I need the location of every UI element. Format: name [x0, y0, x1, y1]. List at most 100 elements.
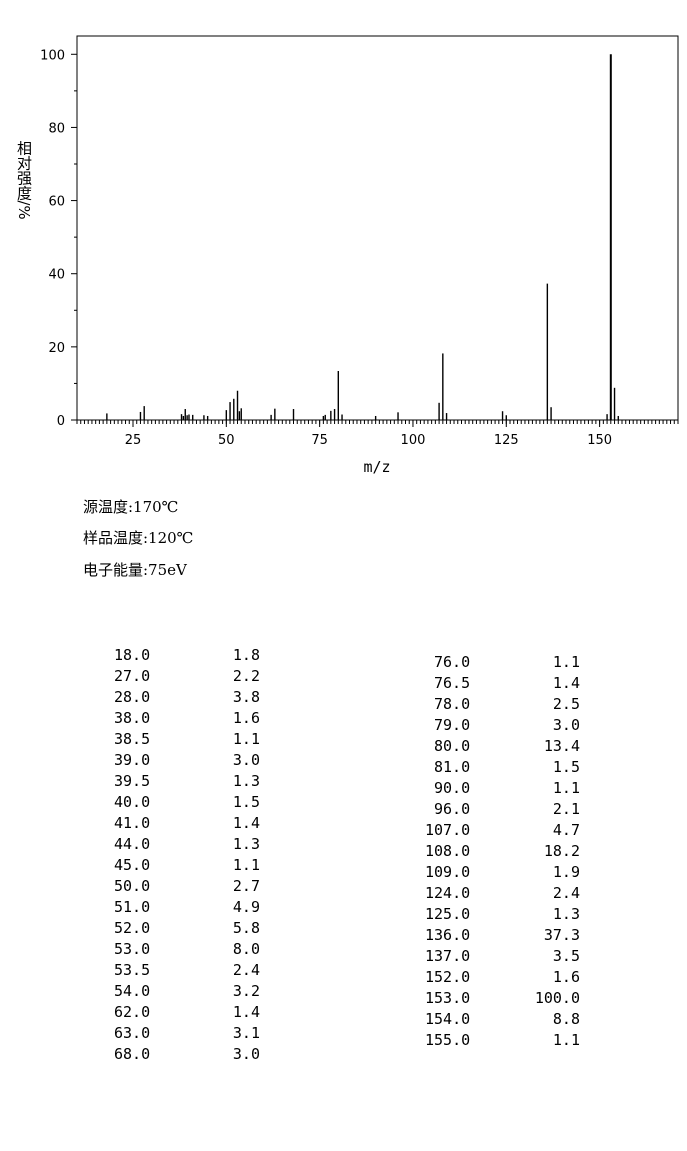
- peak-row: 68.0 3.0: [100, 1044, 260, 1065]
- peak-intensity: 5.8: [232, 919, 260, 937]
- x-tick-label: 150: [587, 433, 612, 448]
- peak-mz: 76.0: [434, 653, 471, 671]
- peak-mz: 62.0: [114, 1003, 151, 1021]
- peak-intensity: 2.5: [552, 695, 580, 713]
- peak-intensity: 3.8: [232, 688, 260, 706]
- y-axis-label: 相对强度/%: [15, 140, 33, 219]
- peak-row: 125.0 1.3: [420, 904, 580, 925]
- peak-mz: 38.0: [114, 709, 151, 727]
- peak-row: 76.5 1.4: [420, 673, 580, 694]
- peak-row: 137.0 3.5: [420, 946, 580, 967]
- peak-row: 153.0 100.0: [420, 988, 580, 1009]
- peak-mz: 153.0: [425, 989, 471, 1007]
- x-minor-ticks: [76, 420, 679, 424]
- y-tick-label: 80: [48, 121, 65, 136]
- peak-mz: 124.0: [425, 884, 471, 902]
- peak-intensity: 1.1: [232, 730, 260, 748]
- x-axis-label: m/z: [363, 458, 390, 476]
- peak-mz: 44.0: [114, 835, 151, 853]
- peak-intensity: 2.2: [232, 667, 260, 685]
- peak-mz: 40.0: [114, 793, 151, 811]
- peak-row: 38.0 1.6: [100, 708, 260, 729]
- peak-intensity: 1.4: [552, 674, 580, 692]
- peak-row: 80.0 13.4: [420, 736, 580, 757]
- peak-intensity: 1.9: [552, 863, 580, 881]
- peak-row: 109.0 1.9: [420, 862, 580, 883]
- peak-table-left: 18.0 1.8 27.0 2.2 28.0 3.8 38.0 1.6 38.5 1.1 39.0 3…: [100, 645, 260, 1065]
- peak-intensity: 1.8: [232, 646, 260, 664]
- peak-mz: 125.0: [425, 905, 471, 923]
- peak-row: 62.0 1.4: [100, 1002, 260, 1023]
- peak-intensity: 1.6: [552, 968, 580, 986]
- peak-intensity: 3.1: [232, 1024, 260, 1042]
- mass-spectrum-chart: 25 50 75 100 125 150 0 20 40 60 80 100 相对强度/% m/z: [15, 35, 679, 476]
- peak-mz: 27.0: [114, 667, 151, 685]
- peak-intensity: 1.1: [552, 1031, 580, 1049]
- peak-row: 40.0 1.5: [100, 792, 260, 813]
- peak-mz: 51.0: [114, 898, 151, 916]
- peak-row: 38.5 1.1: [100, 729, 260, 750]
- peak-mz: 53.5: [114, 961, 151, 979]
- peak-mz: 90.0: [434, 779, 471, 797]
- peak-intensity: 1.5: [552, 758, 580, 776]
- peak-mz: 79.0: [434, 716, 471, 734]
- x-ticks: 25 50 75 100 125 150: [125, 420, 612, 448]
- y-tick-label: 20: [48, 341, 65, 356]
- peak-intensity: 1.6: [232, 709, 260, 727]
- peak-intensity: 100.0: [534, 989, 580, 1007]
- peak-mz: 137.0: [425, 947, 471, 965]
- peak-row: 96.0 2.1: [420, 799, 580, 820]
- plot-frame: [76, 35, 679, 421]
- peak-mz: 39.5: [114, 772, 151, 790]
- peak-row: 45.0 1.1: [100, 855, 260, 876]
- peak-intensity: 3.5: [552, 947, 580, 965]
- peak-mz: 76.5: [434, 674, 471, 692]
- peak-row: 76.0 1.1: [420, 652, 580, 673]
- x-tick-label: 100: [401, 433, 426, 448]
- y-tick-label: 60: [48, 195, 65, 210]
- peak-intensity: 3.0: [232, 1045, 260, 1063]
- peak-intensity: 18.2: [543, 842, 580, 860]
- peak-mz: 54.0: [114, 982, 151, 1000]
- peak-row: 39.0 3.0: [100, 750, 260, 771]
- peak-intensity: 1.1: [232, 856, 260, 874]
- peak-row: 78.0 2.5: [420, 694, 580, 715]
- peak-intensity: 1.3: [232, 772, 260, 790]
- peak-mz: 68.0: [114, 1045, 151, 1063]
- electron-energy: 电子能量:75eV: [83, 561, 187, 579]
- peak-mz: 38.5: [114, 730, 151, 748]
- peak-intensity: 1.1: [552, 653, 580, 671]
- peak-intensity: 1.3: [232, 835, 260, 853]
- peak-mz: 28.0: [114, 688, 151, 706]
- peak-row: 107.0 4.7: [420, 820, 580, 841]
- peak-row: 28.0 3.8: [100, 687, 260, 708]
- peak-row: 108.0 18.2: [420, 841, 580, 862]
- peak-mz: 50.0: [114, 877, 151, 895]
- peak-mz: 109.0: [425, 863, 471, 881]
- peak-intensity: 4.7: [552, 821, 580, 839]
- peak-mz: 39.0: [114, 751, 151, 769]
- peak-table-right: 76.0 1.1 76.5 1.4 78.0 2.5 79.0 3.0 80.0 13.4 81.0…: [420, 652, 580, 1051]
- peak-intensity: 4.9: [232, 898, 260, 916]
- peak-mz: 136.0: [425, 926, 471, 944]
- x-tick-label: 25: [125, 433, 142, 448]
- peak-row: 53.0 8.0: [100, 939, 260, 960]
- x-tick-label: 50: [218, 433, 235, 448]
- peak-row: 124.0 2.4: [420, 883, 580, 904]
- peak-row: 44.0 1.3: [100, 834, 260, 855]
- peak-mz: 81.0: [434, 758, 471, 776]
- peak-intensity: 8.0: [232, 940, 260, 958]
- peak-mz: 63.0: [114, 1024, 151, 1042]
- peak-intensity: 1.1: [552, 779, 580, 797]
- peak-row: 155.0 1.1: [420, 1030, 580, 1051]
- y-tick-label: 40: [48, 268, 65, 283]
- peak-row: 54.0 3.2: [100, 981, 260, 1002]
- peak-row: 39.5 1.3: [100, 771, 260, 792]
- peak-mz: 155.0: [425, 1031, 471, 1049]
- sample-temperature: 样品温度:120℃: [83, 529, 194, 547]
- spectrum-bars: [106, 54, 619, 420]
- peak-intensity: 2.1: [552, 800, 580, 818]
- peak-row: 18.0 1.8: [100, 645, 260, 666]
- peak-row: 52.0 5.8: [100, 918, 260, 939]
- peak-mz: 80.0: [434, 737, 471, 755]
